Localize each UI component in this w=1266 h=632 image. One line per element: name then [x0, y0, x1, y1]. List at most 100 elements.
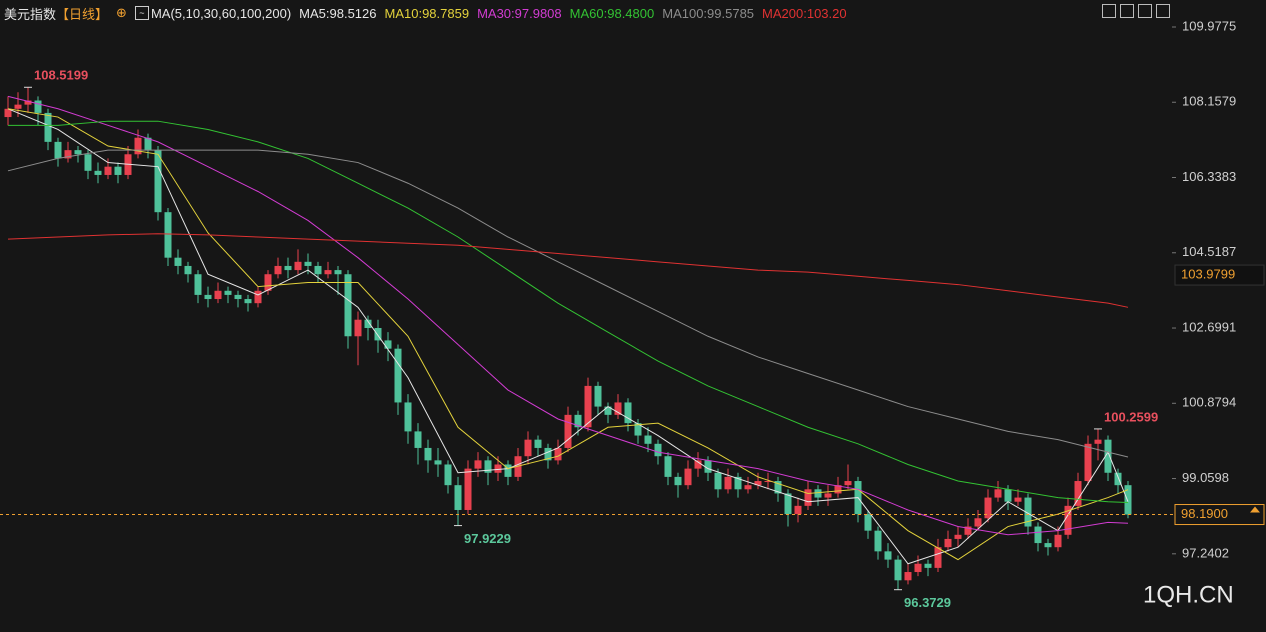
candle-body: [74, 150, 82, 155]
candle-body: [704, 460, 712, 473]
legend-entry: MA10:98.7859: [384, 5, 470, 21]
y-tick-label: 99.0598: [1182, 470, 1229, 485]
tool-button[interactable]: [1120, 4, 1134, 18]
candle-body: [434, 460, 442, 465]
candle-body: [844, 481, 852, 486]
candle-body: [694, 460, 702, 469]
icon[interactable]: ~: [134, 6, 149, 20]
candle-body: [484, 460, 492, 473]
ma-line: [8, 120, 1129, 504]
candle-body: [684, 468, 692, 486]
candle-body: [44, 112, 52, 142]
ma-line: [7, 233, 1129, 308]
candle-body: [4, 108, 12, 118]
candle-body: [204, 294, 212, 300]
candle-body: [754, 481, 762, 486]
candle-body: [54, 141, 62, 159]
candle-body: [214, 290, 222, 300]
icon[interactable]: ⊕: [116, 5, 127, 20]
ma-line: [7, 108, 1129, 565]
candle-body: [354, 319, 362, 337]
candle-body: [94, 170, 102, 175]
candle-body: [864, 514, 872, 531]
candle-body: [934, 547, 942, 568]
candle-body: [574, 414, 582, 428]
candle-body: [814, 489, 822, 498]
legend-entry: MA30:97.9808: [477, 5, 562, 21]
candle-body: [974, 518, 982, 527]
price-tag: [1174, 504, 1265, 526]
candle-body: [584, 385, 592, 428]
candle-body: [994, 489, 1002, 498]
annotation: 100.2599: [1104, 409, 1158, 424]
candle-body: [134, 137, 142, 155]
legend-entry: MA5:98.5126: [299, 5, 377, 21]
y-tick-label: 108.1579: [1182, 94, 1236, 109]
candle-body: [164, 212, 172, 258]
candle-body: [644, 435, 652, 444]
tool-button[interactable]: [1156, 4, 1170, 18]
candle-body: [524, 439, 532, 457]
candle-body: [1024, 497, 1032, 527]
candle-body: [1094, 439, 1102, 444]
candle-body: [14, 104, 22, 109]
candle-body: [774, 481, 782, 494]
candle-body: [944, 538, 952, 548]
candle-body: [1104, 439, 1112, 473]
candle-body: [1064, 505, 1072, 535]
candle-body: [1034, 526, 1042, 544]
candle-body: [554, 447, 562, 461]
candle-body: [1074, 481, 1082, 506]
candle-body: [1124, 485, 1132, 515]
price-tag-label: 98.1900: [1181, 506, 1228, 521]
candle-body: [894, 559, 902, 581]
candle-body: [174, 257, 182, 266]
candle-body: [184, 265, 192, 275]
toolbar: [1102, 4, 1170, 18]
candle-body: [714, 472, 722, 490]
candle-body: [294, 261, 302, 271]
tool-button[interactable]: [1102, 4, 1116, 18]
candle-body: [674, 476, 682, 486]
candle-body: [114, 166, 122, 175]
candle-body: [834, 485, 842, 494]
candle-body: [624, 402, 632, 424]
candle-body: [34, 100, 42, 113]
annotation: 97.9229: [464, 531, 511, 546]
y-tick-label: 97.2402: [1182, 545, 1229, 560]
candle-body: [144, 137, 152, 151]
candle-body: [824, 493, 832, 498]
candle-body: [64, 150, 72, 159]
candle-body: [734, 476, 742, 490]
candle-body: [914, 563, 922, 573]
y-tick-label: 100.8794: [1182, 395, 1236, 410]
candle-body: [1044, 543, 1052, 548]
ma-line: [7, 149, 1129, 458]
candle-body: [984, 497, 992, 519]
ma-line: [7, 95, 1129, 536]
candle-body: [654, 443, 662, 457]
candle-body: [604, 406, 612, 415]
candle-body: [194, 274, 202, 295]
period: 【日线】: [56, 6, 109, 22]
candle-body: [474, 460, 482, 469]
candle-body: [464, 468, 472, 510]
candle-body: [534, 439, 542, 448]
candle-body: [334, 270, 342, 275]
candle-body: [1014, 497, 1022, 502]
candle-body: [494, 464, 502, 473]
indicator: MA(5,10,30,60,100,200): [150, 5, 292, 21]
candle-body: [104, 166, 112, 175]
candle-body: [304, 261, 312, 266]
candle-body: [254, 290, 262, 304]
candle-body: [564, 414, 572, 448]
legend-entry: MA100:99.5785: [662, 5, 755, 21]
tool-button[interactable]: [1138, 4, 1152, 18]
candle-body: [1114, 472, 1122, 486]
ma-line: [7, 108, 1129, 561]
candle-body: [424, 447, 432, 461]
candle-body: [724, 476, 732, 490]
candle-body: [884, 551, 892, 560]
